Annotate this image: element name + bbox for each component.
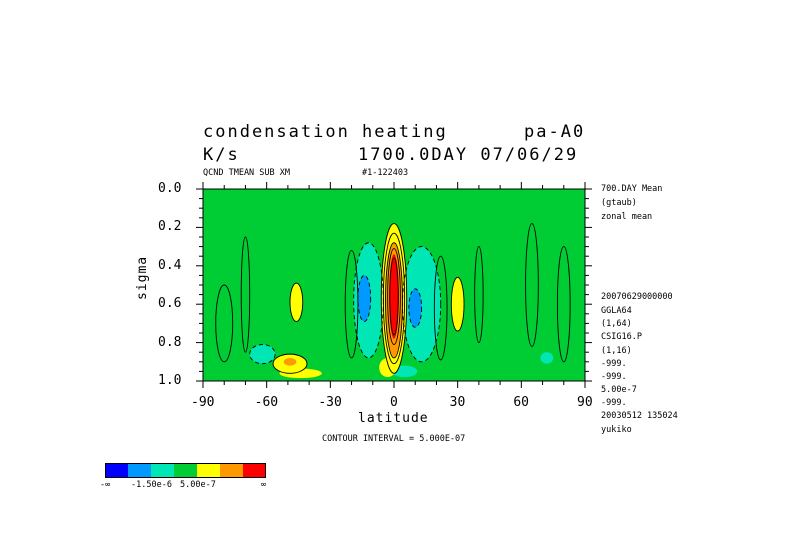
chart-units: K/s [203, 145, 240, 165]
contour-far-north [525, 223, 539, 347]
legend-swatch [243, 463, 266, 478]
cooling-low-north [540, 352, 554, 364]
heating-surface-equator [379, 357, 397, 378]
info-date: 20070629000000 [601, 292, 673, 302]
contour-north-outer [474, 246, 484, 344]
legend-swatch [151, 463, 174, 478]
info-vgrid: CSIG16.P [601, 332, 642, 342]
contour-equator-1 [380, 223, 408, 374]
contour-north-neg [402, 246, 442, 363]
x-tick-label: -30 [318, 395, 342, 410]
chart-time: 1700.0DAY 07/06/29 [358, 145, 579, 165]
x-tick-label: 60 [513, 395, 529, 410]
chart-subtitle-right: #1-122403 [362, 168, 409, 178]
annot-source: (gtaub) [601, 198, 637, 208]
contour-far-south [240, 236, 251, 353]
contour-south-neg [353, 242, 384, 359]
contour-equator-4 [387, 248, 401, 345]
heating-orange-south [283, 357, 297, 366]
x-tick-label: 30 [449, 395, 466, 410]
x-tick-label: 90 [577, 395, 593, 410]
heating-red-core [389, 254, 399, 339]
info-interval: 5.00e-7 [601, 385, 637, 395]
contour-south-low-neg [249, 344, 276, 365]
info-created: 20030512 135024 [601, 411, 678, 421]
chart-title-right: pa-A0 [524, 122, 586, 142]
annot-mean: 700.DAY Mean [601, 184, 663, 194]
info-max: -999. [601, 372, 627, 382]
cooling-core-north [408, 288, 422, 328]
y-tick-label: 0.6 [158, 296, 182, 312]
y-tick-label: 0.4 [158, 257, 182, 273]
x-tick-label: -60 [254, 395, 279, 410]
contour-interval: CONTOUR INTERVAL = 5.000E-07 [322, 434, 466, 444]
heating-north-mid [451, 277, 465, 332]
y-tick-label: 0.8 [158, 334, 182, 350]
contour-south-zero [344, 249, 359, 359]
legend-label-low: -1.50e-6 [131, 480, 172, 490]
x-axis-label: latitude [358, 411, 429, 426]
info-min: -999. [601, 359, 627, 369]
info-missing: -999. [601, 398, 627, 408]
contour-south-mid [289, 282, 304, 322]
legend-label-high: 5.00e-7 [180, 480, 216, 490]
contour-equator-3 [385, 242, 403, 359]
cooling-low-south [249, 344, 276, 364]
x-tick-label: -90 [191, 395, 215, 410]
info-grid: GGLA64 [601, 306, 632, 316]
contour-polar-south [215, 284, 234, 363]
legend-swatch [174, 463, 197, 478]
info-grid-range: (1,64) [601, 319, 632, 329]
legend-swatch [105, 463, 128, 478]
chart-subtitle-left: QCND TMEAN SUB XM [203, 168, 290, 178]
y-tick-label: 0.0 [158, 181, 182, 196]
contour-equator-5 [389, 257, 399, 336]
heating-south-mid [290, 283, 303, 322]
cooling-core-south [357, 275, 371, 322]
info-vgrid-range: (1,16) [601, 346, 632, 356]
legend-label-neg-inf: -∞ [100, 480, 111, 490]
heating-surface-south [279, 368, 322, 379]
legend-swatch [128, 463, 151, 478]
legend-swatch [197, 463, 220, 478]
cooling-band-north [402, 246, 441, 362]
contour-north-zero [433, 255, 448, 361]
chart-title-left: condensation heating [203, 122, 448, 142]
y-axis-label: sigma [135, 255, 150, 300]
legend-label-pos-inf: ∞ [261, 480, 267, 490]
contour-north-mid [450, 276, 465, 332]
x-tick-label: 0 [390, 395, 398, 410]
y-tick-label: 0.2 [158, 219, 182, 235]
info-user: yukiko [601, 425, 632, 435]
legend-swatch [220, 463, 243, 478]
contour-polar-north [556, 246, 571, 363]
y-tick-label: 1.0 [158, 373, 182, 388]
annot-zonal: zonal mean [601, 212, 653, 222]
contour-north-neg-2 [408, 288, 423, 328]
legend-frame [105, 463, 266, 478]
contour-south-low [272, 353, 308, 374]
